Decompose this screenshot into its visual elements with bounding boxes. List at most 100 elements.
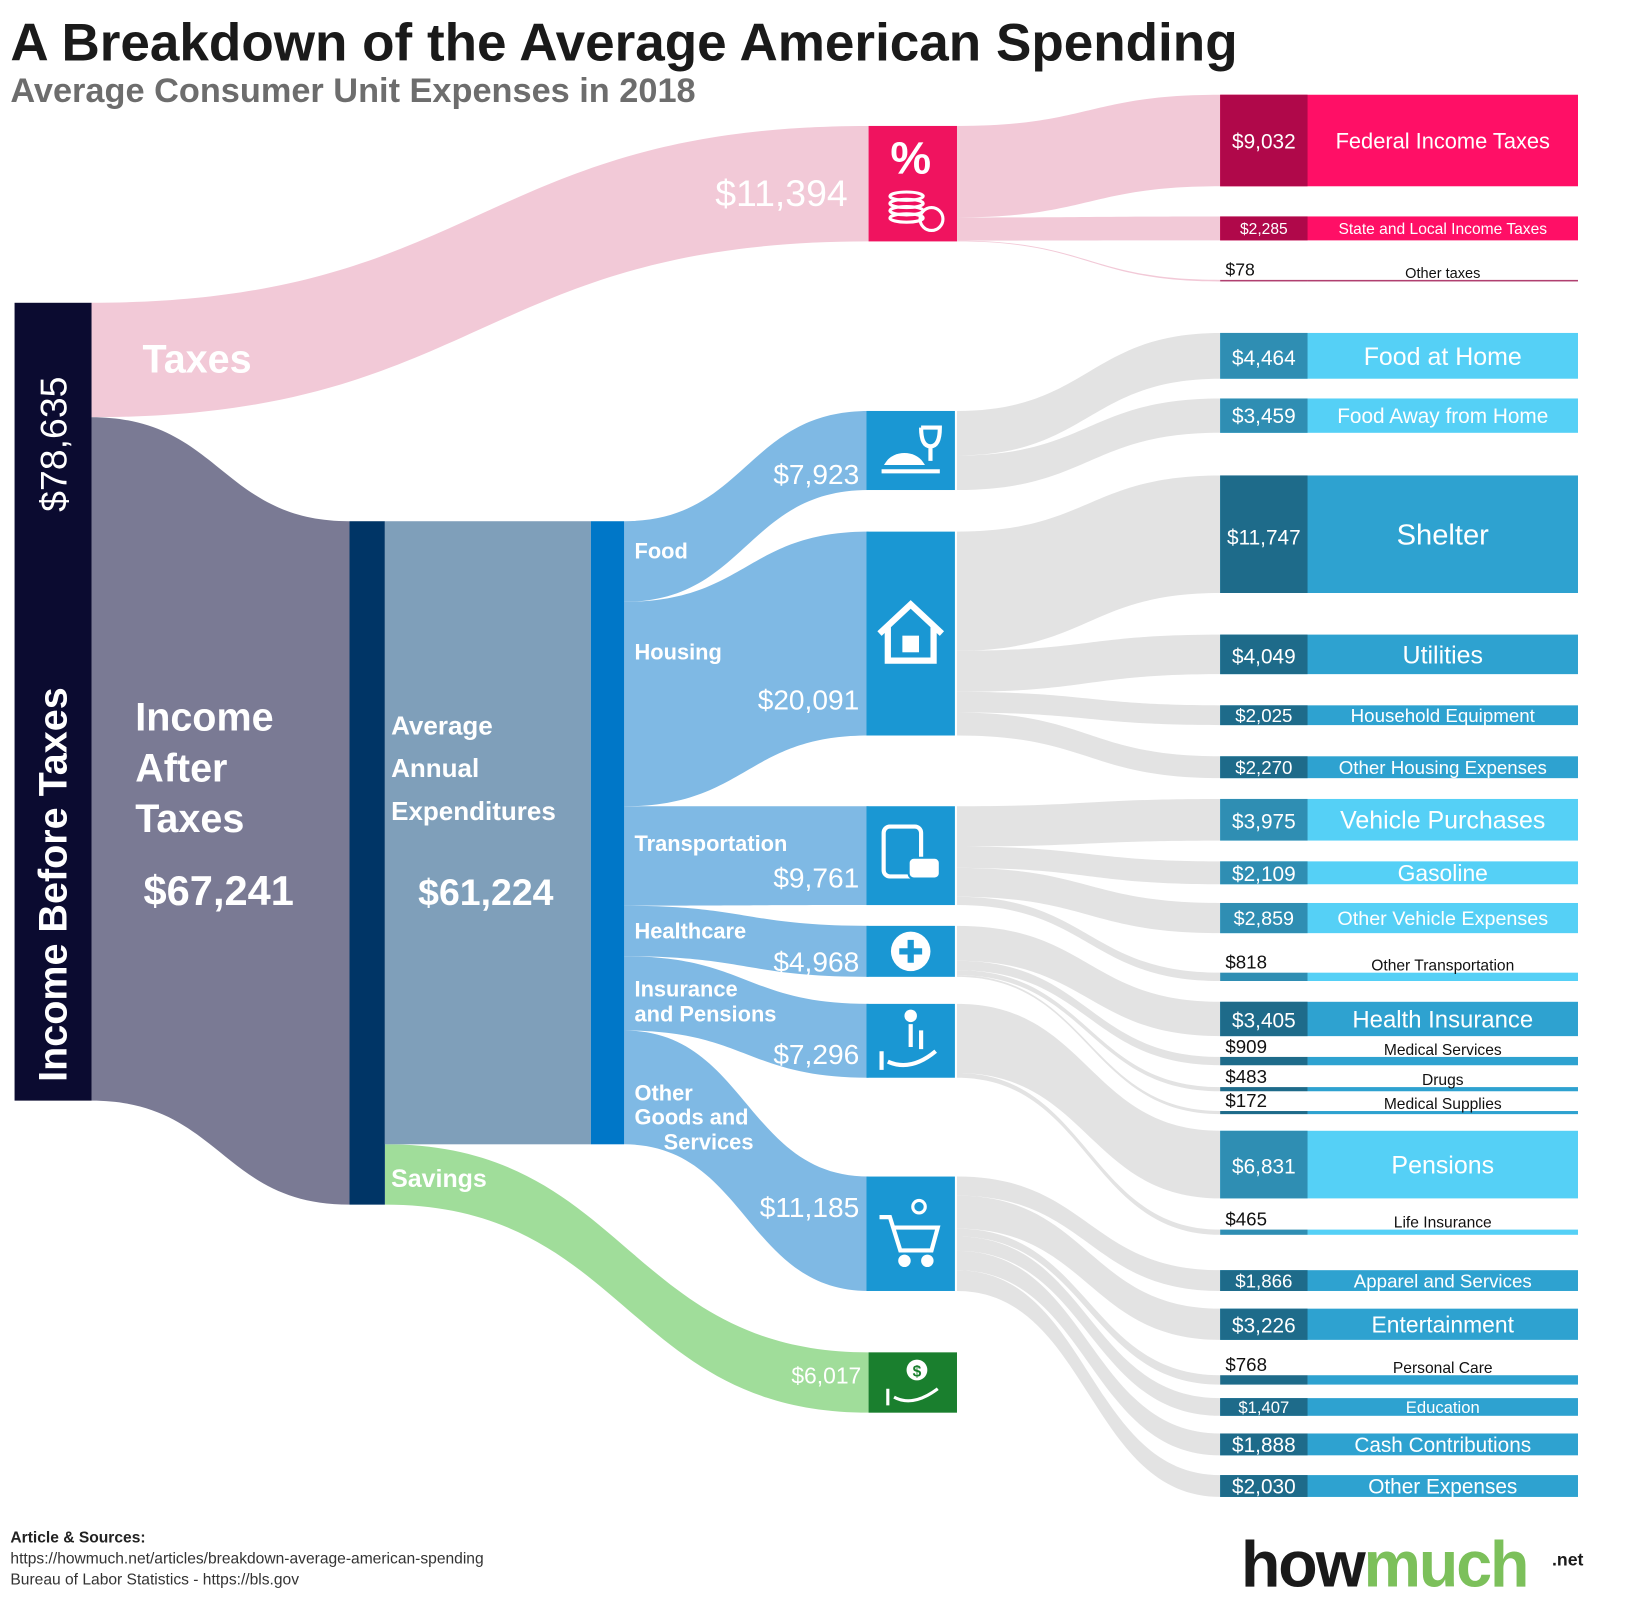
income-after-taxes-label: After [135,746,227,790]
svg-text:howmuch: howmuch [1241,1528,1527,1600]
category-label: Transportation [635,831,788,856]
box-value-part [1220,1001,1308,1037]
expenditures-block [384,521,591,1145]
box-value-part [1220,475,1308,593]
box-value-part [1220,1398,1308,1416]
bar-value-part [1220,1375,1308,1385]
box-value-part [1220,1433,1308,1456]
category-label: Food [635,539,688,564]
wheel [921,1254,934,1268]
wheel [898,1254,911,1268]
item-label: Cash Contributions [1354,1434,1531,1457]
flows-layer [91,94,1221,1497]
savings-flow [384,1144,869,1413]
item-label: Federal Income Taxes [1336,128,1550,153]
bar [1307,1229,1578,1235]
nodes-layer: % $ $9,032 Federal Income Taxes $2,285 State … [14,94,1578,1499]
footer: Article & Sources: https://howmuch.net/a… [10,1530,483,1589]
detail-5-flow-3 [956,1236,1221,1416]
box-value-part [1220,1270,1308,1291]
income-before-taxes-label: Income Before Taxes [32,687,76,1082]
expenditures-label: Expenditures [391,796,556,826]
bus [881,824,924,879]
income-after-taxes-label: Taxes [135,797,244,841]
item-value: $3,226 [1232,1315,1296,1338]
hand [886,1387,939,1406]
income-after-taxes-flow [91,417,350,1205]
category-flow-5 [624,1030,869,1291]
income-after-taxes-label: Income [135,695,273,739]
box-value-part [1220,94,1308,187]
detail-5-flow-4 [956,1250,1221,1456]
logo-net: .net [1552,1550,1584,1570]
dining-icon-box [866,410,955,491]
item-value: $78 [1225,260,1255,280]
detail-1-flow-0 [956,475,1221,651]
box [1220,216,1578,241]
detail-5-flow-2 [956,1228,1221,1385]
item-label: Medical Supplies [1384,1096,1502,1113]
item-label: Pensions [1391,1152,1494,1180]
box-value-part [1220,1130,1308,1199]
item-label: Household Equipment [1351,705,1536,726]
item-label: Medical Services [1384,1042,1502,1059]
income-after-taxes-bar [349,521,385,1205]
box [1220,1270,1578,1291]
detail-4-flow-1 [956,1073,1221,1235]
item-value: $818 [1225,952,1267,973]
category-flow-0 [624,410,869,602]
savings-label: Savings [391,1165,487,1193]
item-value: $2,109 [1232,863,1296,886]
percent-coins-icon-box: % [868,125,957,242]
category-label: Housing [635,640,722,665]
bar [1307,1056,1578,1066]
box [1220,1433,1578,1456]
income-before-taxes-value: $78,635 [33,377,75,512]
item-value: $2,285 [1240,221,1288,238]
item-label: Apparel and Services [1354,1270,1532,1291]
bus-car-icon [881,824,941,880]
bar [1307,279,1578,282]
item-label: Other Expenses [1368,1476,1517,1499]
item-label: Vehicle Purchases [1340,807,1545,835]
item-label: Other Vehicle Expenses [1337,908,1548,930]
expense-item: $2,270 Other Housing Expenses [1220,756,1578,779]
tax-flow-0 [956,94,1221,218]
expense-item: $1,407 Education [1220,1398,1578,1417]
box [1220,756,1578,779]
logo-much: much [1364,1528,1528,1600]
category-label: Insurance [635,977,738,1002]
detail-0-flow-1 [956,398,1221,491]
detail-2-flow-0 [956,798,1221,847]
source-link-article[interactable]: https://howmuch.net/articles/breakdown-a… [10,1551,483,1568]
cloche [883,453,925,466]
detail-1-flow-2 [956,691,1221,726]
detail-5-flow-5 [956,1270,1221,1497]
item-label: Drugs [1422,1072,1464,1089]
detail-5-flow-1 [956,1195,1221,1340]
item-value: $1,407 [1238,1398,1289,1417]
wine-glass [919,425,942,461]
dollar-hand-icon-box: $ [868,1352,957,1413]
detail-2-flow-3 [956,896,1221,981]
medical-cross-icon-box [866,925,955,977]
source-link-bls[interactable]: Bureau of Labor Statistics - https://bls… [10,1571,299,1588]
person-body [908,1024,924,1050]
box-value-part [1220,756,1308,779]
elderly-hand-icon [879,1009,937,1070]
car [907,856,941,880]
item-value: $483 [1225,1066,1267,1087]
howmuch-logo: howmuch .net [1241,1528,1584,1600]
expense-item: $2,859 Other Vehicle Expenses [1220,902,1578,934]
item-label: Other Transportation [1371,958,1514,975]
bar-value-part [1220,1087,1308,1092]
item-value: $1,866 [1235,1270,1292,1291]
detail-3-flow-2 [956,970,1221,1092]
expense-item: $465 Life Insurance [1220,1208,1578,1235]
box-value-part [1220,1308,1308,1340]
shopping-cart-icon-box [866,1176,955,1291]
bar-value-part [1220,1056,1308,1066]
bus-car-icon-box [866,806,955,906]
expense-item: $909 Medical Services [1220,1036,1578,1066]
cross [899,939,923,963]
